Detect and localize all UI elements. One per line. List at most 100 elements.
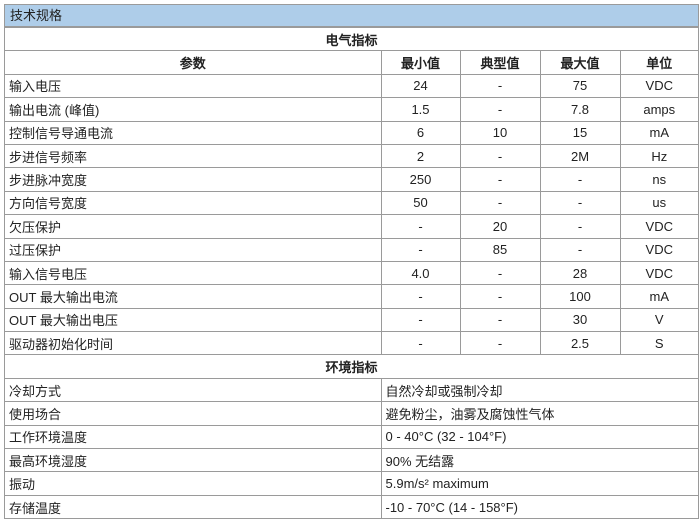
cell-label: 存储温度 [5, 494, 382, 519]
panel-title: 技术规格 [5, 5, 698, 27]
table-row: 步进信号频率 2-2M Hz [5, 143, 699, 169]
cell-typ: 85 [459, 237, 541, 262]
cell-typ: - [459, 143, 541, 169]
cell-typ: 10 [459, 120, 541, 145]
table-row: 工作环境温度 0 - 40°C (32 - 104°F) [5, 424, 699, 450]
cell-value: 5.9m/s² maximum [380, 471, 699, 496]
cell-label: 最高环境湿度 [5, 448, 382, 473]
cell-value: 自然冷却或强制冷却 [380, 377, 699, 403]
cell-unit: VDC [619, 214, 699, 239]
cell-typ: - [459, 73, 541, 99]
cell-unit: Hz [619, 143, 699, 169]
cell-label: 工作环境温度 [5, 424, 382, 450]
cell-value: 0 - 40°C (32 - 104°F) [380, 424, 699, 450]
cell-param: 方向信号宽度 [5, 190, 382, 216]
cell-min: 50 [380, 190, 461, 216]
header-param: 参数 [5, 50, 382, 75]
table-row: 冷却方式 自然冷却或强制冷却 [5, 377, 699, 403]
cell-value: 避免粉尘，油雾及腐蚀性气体 [380, 401, 699, 426]
cell-min: - [380, 284, 461, 309]
table-row: 步进脉冲宽度 250- - ns [5, 167, 699, 192]
cell-typ: - [459, 190, 541, 216]
cell-unit: VDC [619, 237, 699, 262]
cell-label: 使用场合 [5, 401, 382, 426]
cell-typ: - [459, 284, 541, 309]
cell-max: - [539, 190, 621, 216]
cell-param: 输出电流 (峰值) [5, 97, 382, 122]
cell-label: 振动 [5, 471, 382, 496]
cell-unit: mA [619, 284, 699, 309]
table-row: 输出电流 (峰值) 1.5-7.8 amps [5, 97, 699, 122]
cell-typ: 20 [459, 214, 541, 239]
cell-unit: VDC [619, 260, 699, 286]
cell-param: 过压保护 [5, 237, 382, 262]
electrical-section-heading: 电气指标 [5, 26, 699, 52]
cell-typ: - [459, 331, 541, 356]
table-row: OUT 最大输出电压 - -30 V [5, 307, 699, 333]
cell-param: 控制信号导通电流 [5, 120, 382, 145]
table-row: 振动 5.9m/s² maximum [5, 471, 699, 496]
cell-max: - [539, 214, 621, 239]
cell-max: 2M [539, 143, 621, 169]
cell-typ: - [459, 307, 541, 333]
cell-label: 冷却方式 [5, 377, 382, 403]
cell-max: 7.8 [539, 97, 621, 122]
environment-section-heading: 环境指标 [5, 354, 699, 379]
header-max: 最大值 [539, 50, 621, 75]
cell-min: 2 [380, 143, 461, 169]
cell-value: 90% 无结露 [380, 448, 699, 473]
table-row: 最高环境湿度 90% 无结露 [5, 448, 699, 473]
cell-value: -10 - 70°C (14 - 158°F) [380, 494, 699, 519]
cell-unit: us [619, 190, 699, 216]
cell-max: 15 [539, 120, 621, 145]
table-row: 控制信号导通电流 6 10 15 mA [5, 120, 699, 145]
table-row: 驱动器初始化时间 - -2.5 S [5, 331, 699, 356]
table-row: 存储温度 -10 - 70°C (14 - 158°F) [5, 494, 699, 519]
cell-min: 250 [380, 167, 461, 192]
cell-unit: ns [619, 167, 699, 192]
header-typ: 典型值 [459, 50, 541, 75]
cell-max: - [539, 167, 621, 192]
cell-typ: - [459, 167, 541, 192]
cell-typ: - [459, 97, 541, 122]
cell-param: OUT 最大输出电压 [5, 307, 382, 333]
cell-param: 输入电压 [5, 73, 382, 99]
header-unit: 单位 [619, 50, 699, 75]
cell-max: - [539, 237, 621, 262]
cell-min: - [380, 237, 461, 262]
cell-unit: amps [619, 97, 699, 122]
cell-param: 输入信号电压 [5, 260, 382, 286]
table-row: 输入电压 24-75 VDC [5, 73, 699, 99]
cell-max: 100 [539, 284, 621, 309]
cell-max: 2.5 [539, 331, 621, 356]
cell-max: 28 [539, 260, 621, 286]
table-row: 过压保护 -85- VDC [5, 237, 699, 262]
environment-section-row: 环境指标 [5, 354, 699, 379]
cell-unit: V [619, 307, 699, 333]
table-row: 欠压保护 -20- VDC [5, 214, 699, 239]
cell-param: 驱动器初始化时间 [5, 331, 382, 356]
table-row: 使用场合 避免粉尘，油雾及腐蚀性气体 [5, 401, 699, 426]
cell-unit: VDC [619, 73, 699, 99]
cell-min: - [380, 214, 461, 239]
header-min: 最小值 [380, 50, 461, 75]
cell-max: 75 [539, 73, 621, 99]
cell-min: 24 [380, 73, 461, 99]
electrical-section-row: 电气指标 [5, 26, 699, 52]
cell-max: 30 [539, 307, 621, 333]
cell-min: 6 [380, 120, 461, 145]
header-row: 参数 最小值 典型值 最大值 单位 [5, 50, 699, 75]
table-row: 方向信号宽度 50- - us [5, 190, 699, 216]
cell-unit: mA [619, 120, 699, 145]
cell-param: 步进信号频率 [5, 143, 382, 169]
cell-min: - [380, 307, 461, 333]
spec-table: 电气指标 参数 最小值 典型值 最大值 单位 输入电压 24-75 VDC 输出电流 … [5, 26, 699, 519]
cell-param: 欠压保护 [5, 214, 382, 239]
cell-typ: - [459, 260, 541, 286]
cell-unit: S [619, 331, 699, 356]
cell-min: 4.0 [380, 260, 461, 286]
table-row: OUT 最大输出电流 - -100 mA [5, 284, 699, 309]
cell-min: 1.5 [380, 97, 461, 122]
cell-min: - [380, 331, 461, 356]
spec-panel: 技术规格 电气指标 参数 最小值 典型值 最大值 单位 输入电压 24-75 VDC… [4, 4, 699, 520]
